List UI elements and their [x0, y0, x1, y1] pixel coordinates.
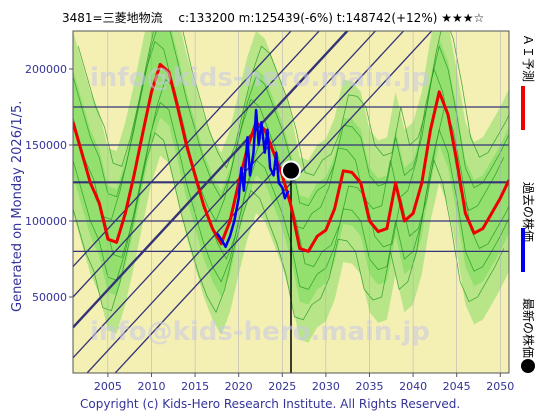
x-tick-label: 2045 — [443, 380, 471, 393]
watermark-top: info@kids-hero.main.jp — [90, 63, 430, 93]
x-tick-label: 2005 — [94, 380, 122, 393]
legend: ＡＩ予測 過去の株価 最新の株価 — [521, 34, 536, 373]
legend-ai-forecast-label: ＡＩ予測 — [521, 34, 535, 82]
x-tick-label: 2020 — [225, 380, 253, 393]
x-tick-label: 2040 — [399, 380, 427, 393]
ai-forecast-line — [73, 62, 509, 253]
x-tick-label: 2050 — [486, 380, 514, 393]
legend-ai-forecast-swatch — [521, 86, 525, 130]
trend-channel-line — [86, 31, 405, 373]
y-axis: 50000 100000 150000 200000 — [25, 63, 73, 304]
x-tick-label: 2025 — [268, 380, 296, 393]
past-price-line — [215, 108, 290, 249]
plot-border — [72, 30, 510, 374]
x-tick-label: 2010 — [137, 380, 165, 393]
trend-channel-line — [73, 31, 349, 329]
y-tick-label: 200000 — [25, 63, 67, 76]
chart-title: 3481=三菱地物流 c:133200 m:125439(-6%) t:1487… — [62, 11, 484, 25]
legend-past-price-swatch — [521, 228, 525, 272]
y-tick-label: 50000 — [32, 291, 67, 304]
thin-green-curve — [77, 31, 509, 176]
x-tick-label: 2035 — [355, 380, 383, 393]
thin-green-curve — [73, 31, 509, 207]
trend-channel-line — [73, 31, 292, 268]
x-tick-label: 2030 — [312, 380, 340, 393]
x-axis: 2005 2010 2015 2020 2025 2030 2035 2040 2045 2050 — [94, 373, 514, 393]
trend-channel-line — [73, 31, 321, 298]
latest-price-marker — [281, 160, 301, 181]
watermark-bottom: info@kids-hero.main.jp — [90, 317, 430, 347]
x-tick-label: 2015 — [181, 380, 209, 393]
legend-latest-price-swatch — [521, 359, 535, 373]
generated-date: Generated on Monday 2026/1/5. — [10, 101, 25, 312]
legend-latest-price-label: 最新の株価 — [521, 298, 536, 358]
y-tick-label: 100000 — [25, 215, 67, 228]
y-tick-label: 150000 — [25, 139, 67, 152]
copyright: Copyright (c) Kids-Hero Research Institu… — [80, 397, 460, 411]
trend-channel-line — [73, 31, 377, 359]
legend-past-price-label: 過去の株価 — [521, 182, 536, 242]
